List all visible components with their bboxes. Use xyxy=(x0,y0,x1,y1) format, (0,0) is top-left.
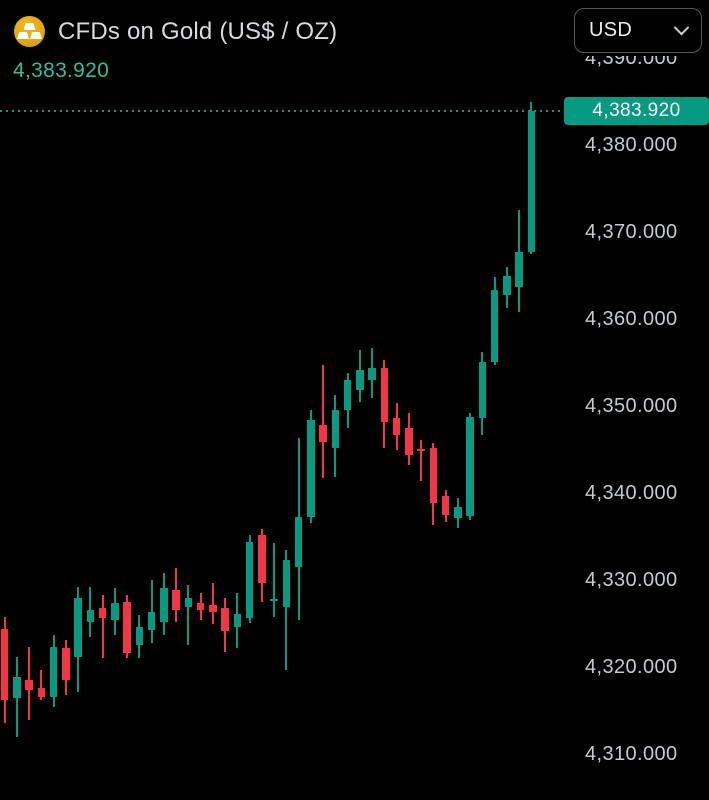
bull-candle-body xyxy=(466,417,474,516)
price-axis-label: 4,330.000 xyxy=(585,568,678,591)
bull-candle-body xyxy=(147,612,156,630)
bear-candle-wick xyxy=(420,439,422,481)
price-axis[interactable]: 4,390.000 4,380.000 4,370.000 4,360.000 4,35… xyxy=(560,0,709,800)
currency-value: USD xyxy=(589,19,633,41)
bear-candle-wick xyxy=(101,594,104,659)
bull-candle-body xyxy=(160,587,168,622)
bull-candle-wick xyxy=(285,549,288,671)
bear-candle-wick xyxy=(211,582,214,625)
price-axis-label: 4,310.000 xyxy=(585,742,678,765)
price-axis-label: 4,340.000 xyxy=(585,481,678,504)
bull-candle-wick xyxy=(150,580,153,643)
bull-candle-body xyxy=(503,276,511,295)
bull-candle-body xyxy=(74,598,82,658)
bear-candle-body xyxy=(25,680,33,690)
gold-ingot xyxy=(17,32,29,39)
bear-candle-body xyxy=(0,628,9,701)
bull-candle-body xyxy=(184,598,192,607)
bear-candle-body xyxy=(319,425,327,442)
bear-candle-body xyxy=(209,605,217,613)
bull-candle-body xyxy=(86,609,94,622)
bull-candle-wick xyxy=(273,543,275,618)
bull-candle-body xyxy=(527,110,535,252)
bull-candle-body xyxy=(368,367,376,380)
bull-candle-body xyxy=(135,626,143,646)
price-axis-label: 4,350.000 xyxy=(585,394,678,417)
gold-ingot xyxy=(30,32,42,39)
bull-candle-body xyxy=(490,290,499,363)
price-axis-label: 4,320.000 xyxy=(585,655,678,678)
bull-candle-body xyxy=(49,646,58,697)
current-price-badge: 4,383.920 xyxy=(564,96,709,125)
price-axis-label: 4,370.000 xyxy=(585,220,678,243)
bull-candle-body xyxy=(356,370,364,391)
bear-candle-body xyxy=(258,534,266,584)
bear-candle-body xyxy=(417,448,425,451)
gold-bars-icon xyxy=(14,16,45,47)
bull-candle-body xyxy=(478,361,486,419)
bull-candle-wick xyxy=(187,585,190,646)
bull-candle-body xyxy=(343,379,352,411)
bear-candle-body xyxy=(196,602,205,610)
bull-candle-body xyxy=(245,541,254,619)
bull-candle-body xyxy=(233,613,241,627)
bear-candle-body xyxy=(221,607,229,632)
bear-candle-wick xyxy=(322,365,324,479)
instrument-title: CFDs on Gold (US$ / OZ) xyxy=(58,17,338,45)
bull-candle-body xyxy=(294,517,303,567)
bear-candle-body xyxy=(123,601,131,654)
bear-candle-body xyxy=(405,427,413,455)
bear-candle-body xyxy=(37,687,45,697)
bull-candle-body xyxy=(270,599,278,602)
last-price: 4,383.920 xyxy=(13,59,110,82)
bull-candle-body xyxy=(454,506,462,519)
price-axis-label: 4,390.000 xyxy=(585,46,678,69)
bear-candle-body xyxy=(392,418,401,435)
bear-candle-body xyxy=(62,647,70,681)
currency-dropdown[interactable]: USD xyxy=(574,8,702,53)
chevron-down-icon xyxy=(673,19,690,36)
bear-candle-body xyxy=(429,447,437,504)
bear-candle-body xyxy=(441,495,450,515)
bull-candle-body xyxy=(331,410,339,448)
bull-candle-body xyxy=(515,252,523,287)
price-axis-label: 4,380.000 xyxy=(585,133,678,156)
bull-candle-body xyxy=(282,559,290,607)
bear-candle-body xyxy=(380,367,388,422)
gold-ingot xyxy=(23,23,36,30)
bear-candle-wick xyxy=(40,669,43,701)
bull-candle-body xyxy=(307,419,315,518)
current-price-line xyxy=(0,109,562,112)
bull-candle-body xyxy=(13,677,21,699)
bull-candle-body xyxy=(111,602,119,620)
bear-candle-body xyxy=(98,607,107,619)
bear-candle-body xyxy=(172,589,180,610)
price-axis-label: 4,360.000 xyxy=(585,307,678,330)
